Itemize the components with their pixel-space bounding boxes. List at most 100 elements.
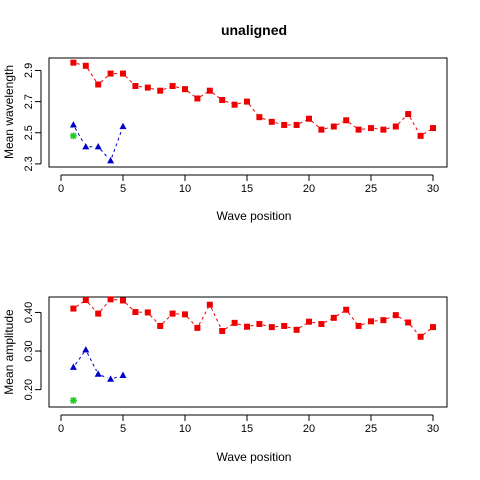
x-tick-label: 10 (179, 423, 191, 435)
series-line-segment (299, 119, 307, 124)
data-point-square (95, 81, 102, 88)
data-point-square (70, 59, 77, 66)
data-point-square (430, 125, 436, 132)
series-line-segment (398, 316, 406, 322)
data-point-square (268, 324, 275, 331)
series-line-segment (386, 315, 393, 320)
series-line-segment (125, 75, 134, 84)
data-point-square (206, 87, 213, 94)
series-line-segment (149, 314, 159, 324)
data-point-square (244, 323, 250, 330)
data-point-triangle (82, 142, 90, 150)
x-tick-label: 30 (427, 183, 439, 195)
data-point-square (380, 126, 387, 133)
series-line-segment (423, 129, 431, 135)
x-tick-label: 20 (303, 423, 315, 435)
series-line-segment (162, 315, 171, 324)
series-line-segment (101, 375, 108, 379)
series-line-segment (312, 321, 319, 324)
series-line-segment (348, 121, 357, 128)
data-point-square (169, 310, 176, 317)
data-point-square (417, 132, 424, 139)
data-point-square (392, 123, 399, 130)
series-line-segment (225, 100, 232, 104)
data-point-square (417, 333, 424, 340)
series-line-segment (299, 323, 307, 329)
series-line-segment (336, 121, 344, 126)
series-line-segment (114, 299, 120, 301)
series-line-segment (410, 324, 419, 335)
series-line-segment (324, 318, 331, 323)
series-line-segment (361, 322, 368, 326)
series-line-segment (87, 302, 97, 312)
series-line-segment (186, 316, 196, 326)
data-point-star (69, 396, 77, 404)
data-point-square (392, 312, 399, 319)
y-axis-label: Mean wavelength (2, 65, 16, 159)
series-line-segment (163, 86, 170, 90)
y-tick-label: 0.30 (23, 340, 35, 361)
series-line-segment (275, 325, 281, 328)
y-tick-label: 2.5 (23, 125, 35, 140)
data-point-square (306, 318, 312, 325)
data-point-square (368, 318, 374, 325)
data-point-square (132, 309, 139, 316)
data-point-triangle (82, 346, 90, 353)
data-point-triangle (69, 363, 77, 370)
x-tick-label: 10 (179, 183, 191, 195)
data-point-square (120, 70, 126, 77)
series-line-segment (76, 63, 83, 66)
data-point-square (318, 321, 325, 328)
series-line-segment (187, 90, 195, 97)
data-point-square (107, 296, 114, 303)
x-tick-label: 30 (427, 423, 439, 435)
series-line-segment (374, 319, 380, 322)
star-stroke (70, 132, 77, 140)
series-line-segment (138, 85, 145, 88)
data-point-square (330, 123, 337, 130)
axis-ticks: 0 5 10 15 20 25 30 2.3 2.5 2.7 2.9 (23, 63, 439, 195)
data-point-triangle (119, 371, 127, 378)
series-line-segment (75, 352, 85, 365)
data-point-square (182, 311, 188, 318)
x-tick-label: 25 (365, 183, 377, 195)
data-point-square (330, 314, 337, 321)
series-line-segment (237, 101, 244, 105)
data-point-square (182, 86, 188, 93)
chart-title: unaligned (221, 22, 287, 38)
data-point-square (194, 95, 201, 102)
data-point-square (268, 118, 275, 125)
data-point-triangle (107, 375, 115, 382)
series-line-segment (287, 326, 294, 330)
series-line-segment (224, 324, 232, 330)
data-point-triangle (94, 142, 102, 150)
series-line-segment (336, 311, 344, 317)
series-line-segment (100, 75, 109, 83)
data-point-square (256, 114, 263, 121)
plot-frame (48, 296, 448, 408)
series-line-segment (87, 68, 97, 82)
series-line-segment (311, 120, 320, 128)
data-point-square (107, 70, 114, 77)
data-point-triangle (94, 370, 102, 377)
data-point-square (231, 319, 238, 326)
x-tick-label: 20 (303, 183, 315, 195)
data-point-square (95, 310, 102, 317)
series-line-segment (100, 301, 109, 312)
data-point-square (405, 319, 412, 326)
axis-ticks: 0 5 10 15 20 25 30 0.20 0.30 0.40 (23, 302, 439, 435)
panel-mean-amplitude: Wave position Mean amplitude 0 5 10 15 20 25 3… (2, 296, 448, 464)
data-point-square (206, 301, 213, 308)
panel-mean-wavelength: Wave position Mean wavelength 0 5 10 15 20 25… (2, 57, 448, 223)
series-line-segment (113, 375, 120, 379)
y-tick-label: 0.20 (23, 379, 35, 400)
series-line-segment (362, 128, 368, 130)
data-point-square (144, 309, 151, 316)
data-point-square (380, 317, 387, 324)
data-point-square (355, 126, 362, 133)
data-point-square (256, 321, 263, 328)
star-stroke (70, 397, 77, 404)
data-point-square (343, 306, 350, 313)
x-tick-label: 25 (365, 423, 377, 435)
